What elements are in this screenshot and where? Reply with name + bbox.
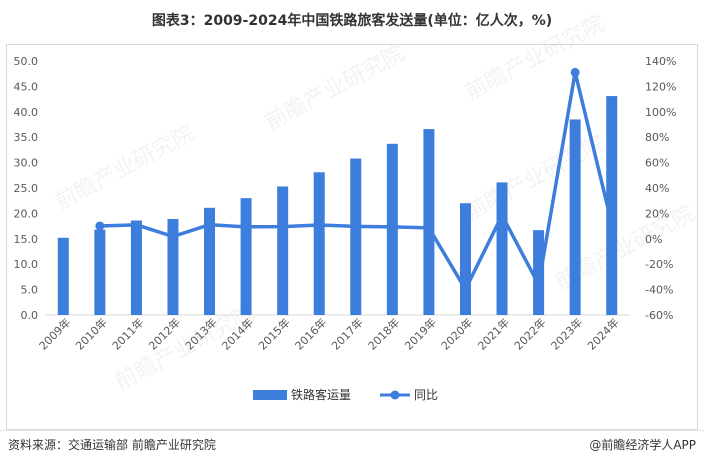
y-right-tick-label: 100% <box>645 106 676 119</box>
line-point <box>95 221 105 231</box>
source-note: 资料来源：交通运输部 前瞻产业研究院 <box>8 438 216 452</box>
bars <box>57 96 618 315</box>
legend-line-marker <box>390 390 400 400</box>
x-tick-label: 2017年 <box>328 315 365 352</box>
y-right-tick-label: 80% <box>645 131 669 144</box>
watermark-text: 前瞻产业研究院 <box>461 11 609 105</box>
y-right-tick-label: 120% <box>645 80 676 93</box>
y-left-tick-label: 20.0 <box>14 207 39 220</box>
bar <box>350 158 362 315</box>
y-right-tick-label: 60% <box>645 157 669 170</box>
bar <box>167 218 179 315</box>
x-tick-label: 2016年 <box>292 315 329 352</box>
y-right-tick-label: 140% <box>645 55 676 68</box>
x-tick-label: 2022年 <box>511 315 548 352</box>
bar <box>240 198 252 315</box>
x-tick-label: 2021年 <box>475 315 512 352</box>
y-right-tick-label: 0% <box>645 233 662 246</box>
x-tick-label: 2019年 <box>402 315 439 352</box>
x-tick-label: 2010年 <box>72 315 109 352</box>
bar <box>423 129 435 315</box>
y-left-tick-label: 40.0 <box>14 106 39 119</box>
watermark-text: 前瞻产业研究院 <box>461 131 609 225</box>
y-left-tick-label: 10.0 <box>14 258 39 271</box>
x-tick-label: 2023年 <box>548 315 585 352</box>
y-right-tick-label: 40% <box>645 182 669 195</box>
line-point <box>570 67 580 77</box>
bar <box>94 229 106 315</box>
bar <box>277 186 289 315</box>
line-series <box>95 67 614 292</box>
y-left-tick-label: 30.0 <box>14 157 39 170</box>
y-right-tick-label: 20% <box>645 207 669 220</box>
watermark-text: 前瞻产业研究院 <box>51 121 199 215</box>
x-tick-label: 2024年 <box>584 315 621 352</box>
y-right-tick-label: -20% <box>645 258 673 271</box>
x-tick-label: 2011年 <box>109 315 146 352</box>
x-tick-label: 2020年 <box>438 315 475 352</box>
legend-bar-swatch <box>253 390 287 400</box>
y-left-tick-label: 45.0 <box>14 80 39 93</box>
bar <box>496 182 508 315</box>
footer-divider <box>0 430 704 431</box>
brand-credit: @前瞻经济学人APP <box>589 438 696 452</box>
bar <box>204 207 216 315</box>
x-tick-label: 2018年 <box>365 315 402 352</box>
y-left-tick-label: 0.0 <box>21 309 39 322</box>
bar <box>459 203 471 315</box>
bar <box>569 119 581 315</box>
bar <box>386 143 398 315</box>
bar <box>57 237 69 315</box>
series-line <box>99 70 614 292</box>
watermark-text: 前瞻产业研究院 <box>261 41 409 135</box>
y-left-tick-label: 5.0 <box>21 284 39 297</box>
x-tick-label: 2015年 <box>255 315 292 352</box>
bar <box>533 230 545 315</box>
y-left-tick-label: 25.0 <box>14 182 39 195</box>
y-left-tick-label: 15.0 <box>14 233 39 246</box>
bar <box>313 172 325 315</box>
bar <box>606 96 618 315</box>
y-right-tick-label: -60% <box>645 309 673 322</box>
x-tick-label: 2009年 <box>36 315 73 352</box>
y-left-tick-label: 50.0 <box>14 55 39 68</box>
legend-bar-label: 铁路客运量 <box>291 387 351 402</box>
legend: 铁路客运量 同比 <box>253 387 438 402</box>
y-right-tick-label: -40% <box>645 284 673 297</box>
y-left-tick-label: 35.0 <box>14 131 39 144</box>
legend-line-label: 同比 <box>414 388 438 402</box>
chart-frame <box>6 44 698 430</box>
bar <box>130 220 142 315</box>
chart-title: 图表3：2009-2024年中国铁路旅客发送量(单位：亿人次，%) <box>151 13 553 29</box>
